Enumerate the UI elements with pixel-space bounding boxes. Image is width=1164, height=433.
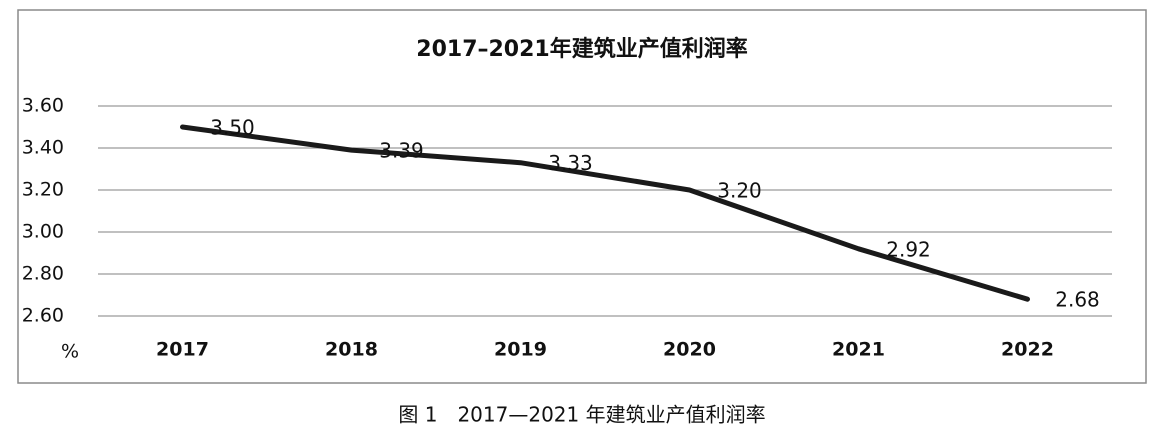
- x-tick-label: 2019: [494, 339, 547, 361]
- x-tick-label: 2022: [1001, 339, 1054, 361]
- y-tick-label: 3.60: [22, 95, 64, 117]
- x-tick-label: 2018: [325, 339, 378, 361]
- y-tick-label: 3.40: [22, 137, 64, 159]
- data-label: 3.50: [210, 116, 255, 140]
- data-label: 3.33: [548, 151, 593, 175]
- caption: 图 1 2017—2021 年建筑业产值利润率: [398, 403, 765, 427]
- y-tick-label: 2.60: [22, 305, 64, 327]
- data-label: 2.68: [1055, 288, 1100, 312]
- x-tick-label: 2017: [156, 339, 209, 361]
- data-label: 2.92: [886, 237, 931, 261]
- y-tick-label: 2.80: [22, 263, 64, 285]
- y-tick-label: 3.00: [22, 221, 64, 243]
- data-label: 3.20: [717, 179, 762, 203]
- data-line: [180, 124, 1030, 302]
- y-axis-unit: %: [61, 341, 79, 363]
- chart-title: 2017–2021年建筑业产值利润率: [416, 36, 747, 62]
- x-tick-label: 2020: [663, 339, 716, 361]
- x-tick-label: 2021: [832, 339, 885, 361]
- chart-frame: [17, 9, 1147, 384]
- y-tick-label: 3.20: [22, 179, 64, 201]
- data-label: 3.39: [379, 139, 424, 163]
